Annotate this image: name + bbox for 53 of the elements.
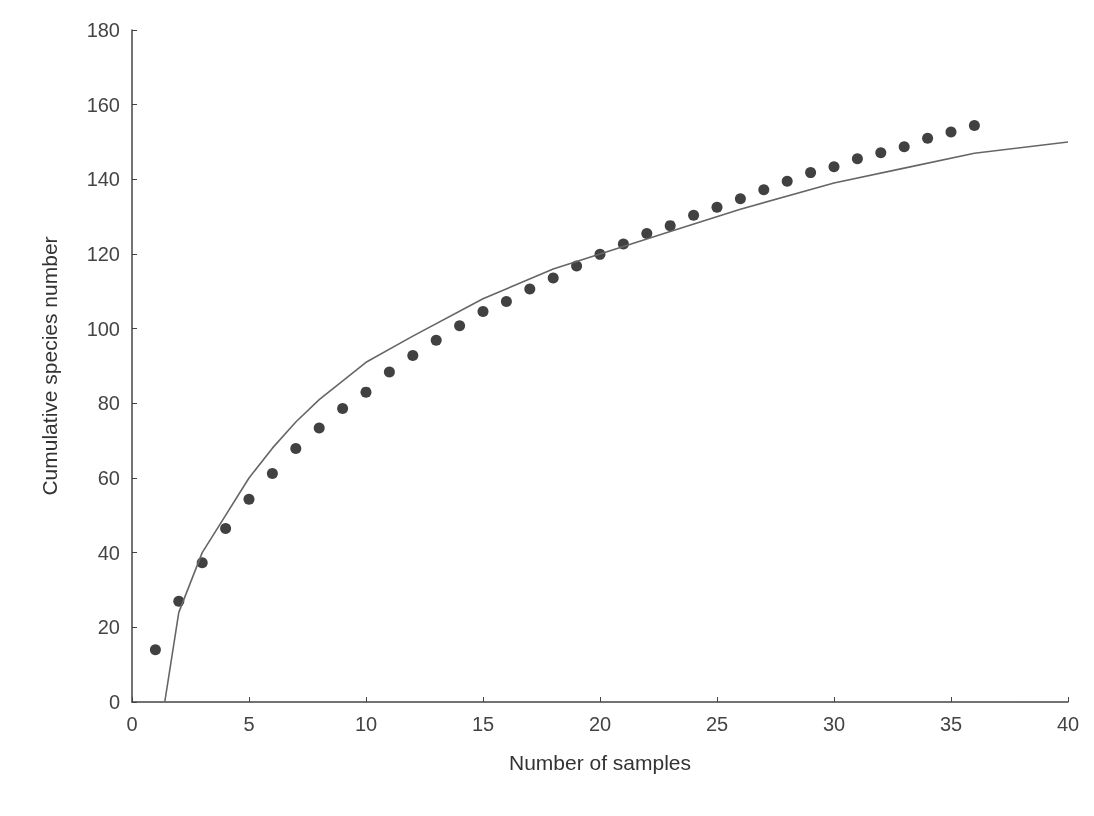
point [149, 644, 161, 656]
point [828, 161, 840, 173]
x-tick-label: 5 [243, 713, 255, 735]
x-tick-label: 0 [126, 713, 138, 735]
point [266, 468, 278, 480]
x-tick-label: 15 [471, 713, 495, 735]
x-tick-label: 10 [354, 713, 378, 735]
point [968, 120, 980, 132]
point [945, 126, 957, 138]
point [360, 386, 372, 398]
point [875, 147, 887, 159]
y-tick-label: 80 [97, 392, 120, 415]
point [781, 175, 793, 187]
point [313, 422, 325, 434]
point [547, 272, 559, 284]
point [805, 167, 817, 179]
y-tick-label: 40 [97, 541, 120, 564]
x-tick-label: 20 [588, 713, 612, 735]
point [898, 141, 910, 153]
point [430, 334, 442, 346]
x-axis-title: Number of samples [508, 751, 692, 774]
point [922, 132, 934, 144]
y-tick-label: 20 [97, 616, 120, 639]
point [477, 306, 489, 317]
point [711, 201, 723, 213]
x-tick-label: 25 [705, 713, 729, 735]
point [407, 350, 419, 362]
y-tick-label: 60 [97, 467, 120, 489]
point [688, 209, 700, 221]
point [734, 193, 746, 205]
y-tick-label: 160 [86, 93, 120, 116]
y-axis-title: Cumulative species number [38, 236, 61, 496]
point [524, 283, 536, 295]
y-tick-label: 180 [86, 19, 120, 41]
y-tick-label: 140 [86, 168, 120, 191]
y-tick-label: 120 [86, 243, 120, 265]
point [454, 320, 466, 332]
point [243, 493, 255, 505]
line-series [163, 141, 1069, 703]
point [641, 227, 653, 239]
point [758, 184, 770, 196]
point [220, 522, 232, 534]
y-tick-label: 100 [86, 317, 120, 340]
point [337, 403, 349, 415]
x-tick-label: 30 [822, 713, 846, 735]
y-tick-label: 0 [108, 691, 120, 713]
x-tick-label: 40 [1056, 713, 1080, 735]
point [383, 366, 395, 378]
point [851, 153, 863, 165]
point [500, 295, 512, 307]
point [290, 443, 302, 454]
x-tick-label: 35 [939, 713, 963, 735]
point [664, 220, 676, 232]
